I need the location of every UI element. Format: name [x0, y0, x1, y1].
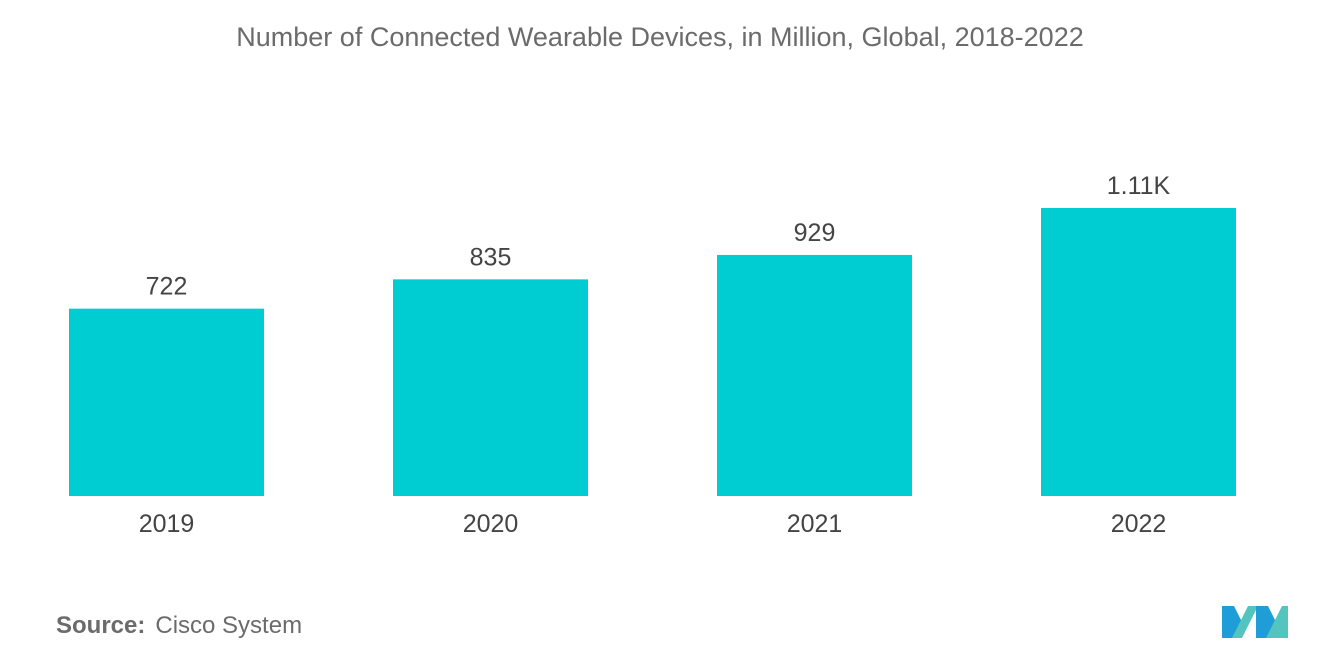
source-note: Source: Cisco System [56, 612, 302, 640]
bar-2019 [69, 308, 264, 496]
source-value: Cisco System [155, 612, 303, 639]
data-label-2021: 929 [794, 219, 836, 247]
bar-2022 [1041, 208, 1236, 496]
mordor-intelligence-logo-icon [1222, 606, 1288, 638]
chart-title: Number of Connected Wearable Devices, in… [236, 22, 1084, 52]
data-label-2022: 1.11K [1107, 172, 1171, 200]
bar-2021 [717, 254, 912, 496]
data-label-2019: 722 [146, 273, 188, 301]
bar-chart: 722 2019 835 2020 929 2021 1.11K 2022 [69, 172, 1236, 538]
data-label-2020: 835 [470, 243, 512, 271]
x-tick-label-2020: 2020 [463, 510, 519, 538]
x-tick-label-2021: 2021 [787, 510, 843, 538]
x-tick-label-2022: 2022 [1111, 510, 1167, 538]
bar-2020 [393, 279, 588, 496]
source-label: Source: [56, 612, 146, 639]
x-tick-label-2019: 2019 [139, 510, 195, 538]
